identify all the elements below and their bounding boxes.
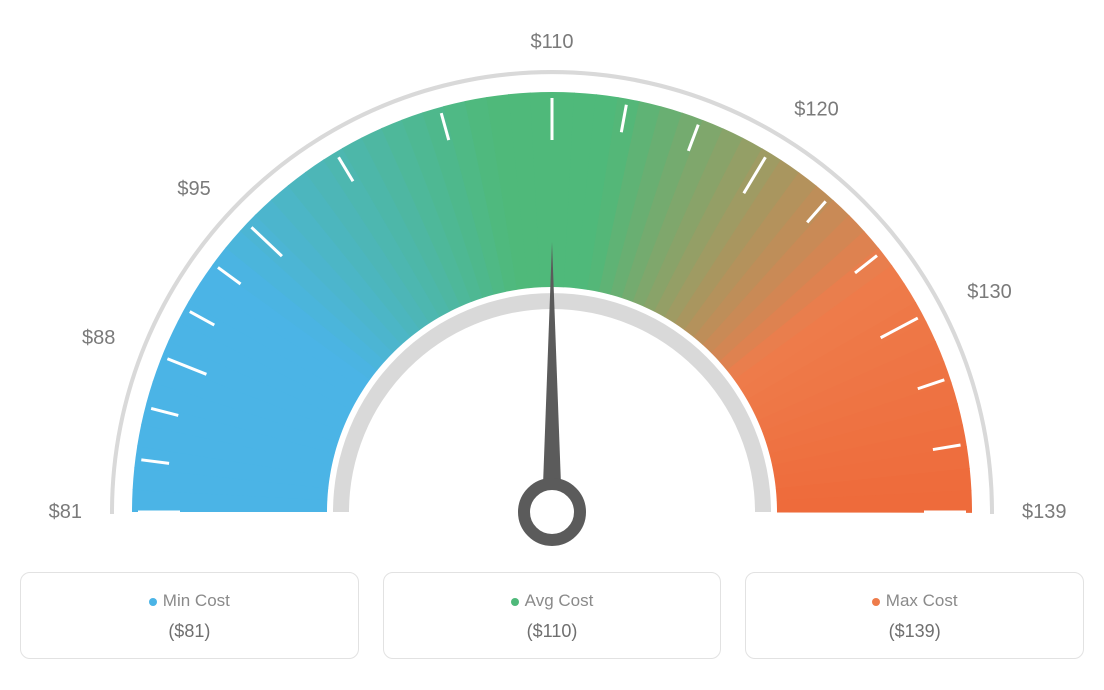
legend-title-min-text: Min Cost	[163, 591, 230, 610]
legend-title-max: Max Cost	[756, 591, 1073, 611]
gauge-tick-label: $95	[177, 178, 210, 200]
legend-title-max-text: Max Cost	[886, 591, 958, 610]
legend-title-min: Min Cost	[31, 591, 348, 611]
gauge-tick-label: $110	[530, 31, 573, 53]
legend-value-avg: ($110)	[394, 621, 711, 642]
legend-dot-max	[872, 598, 880, 606]
gauge-tick-label: $130	[967, 281, 1012, 303]
legend-value-max: ($139)	[756, 621, 1073, 642]
gauge-tick-label: $81	[49, 501, 82, 523]
legend-dot-min	[149, 598, 157, 606]
legend-card-min: Min Cost ($81)	[20, 572, 359, 659]
legend-card-max: Max Cost ($139)	[745, 572, 1084, 659]
gauge-chart: $81 $88 $95 $110 $120 $130 $139	[20, 20, 1084, 552]
gauge-tick-label: $120	[794, 98, 839, 120]
legend-dot-avg	[511, 598, 519, 606]
gauge-needle-hub	[524, 484, 580, 540]
legend-title-avg-text: Avg Cost	[525, 591, 594, 610]
gauge-tick-label: $88	[82, 327, 115, 349]
gauge-svg: $81 $88 $95 $110 $120 $130 $139	[20, 20, 1084, 552]
legend-card-avg: Avg Cost ($110)	[383, 572, 722, 659]
gauge-tick-label: $139	[1022, 501, 1067, 523]
legend-title-avg: Avg Cost	[394, 591, 711, 611]
legend-row: Min Cost ($81) Avg Cost ($110) Max Cost …	[20, 572, 1084, 659]
legend-value-min: ($81)	[31, 621, 348, 642]
